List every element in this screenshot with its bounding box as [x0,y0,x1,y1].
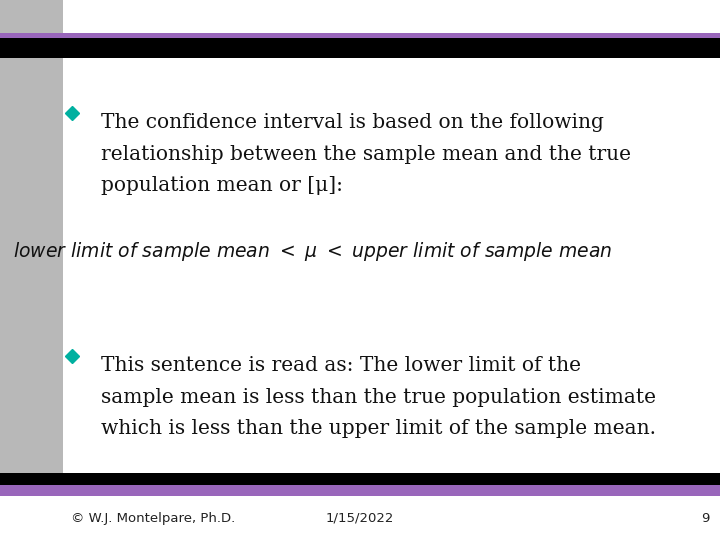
Text: population mean or [μ]:: population mean or [μ]: [101,176,343,195]
Bar [0,38,720,58]
Text: 1/15/2022: 1/15/2022 [326,512,394,525]
Text: 9: 9 [701,512,709,525]
Text: which is less than the upper limit of the sample mean.: which is less than the upper limit of th… [101,419,656,438]
Text: The confidence interval is based on the following: The confidence interval is based on the … [101,113,603,132]
Text: sample mean is less than the true population estimate: sample mean is less than the true popula… [101,388,656,407]
Bar [0,485,720,496]
Bar [0,496,720,540]
Bar [0,0,63,540]
Text: This sentence is read as: The lower limit of the: This sentence is read as: The lower limi… [101,356,581,375]
Text: © W.J. Montelpare, Ph.D.: © W.J. Montelpare, Ph.D. [71,512,235,525]
Text: relationship between the sample mean and the true: relationship between the sample mean and… [101,145,631,164]
Bar [0,472,720,486]
Text: $\mathit{lower\ limit\ of\ sample\ mean}$$\ <\ \mu\ <\ $$\mathit{upper\ limit\ o: $\mathit{lower\ limit\ of\ sample\ mean}… [13,240,612,264]
Bar [0,33,720,39]
